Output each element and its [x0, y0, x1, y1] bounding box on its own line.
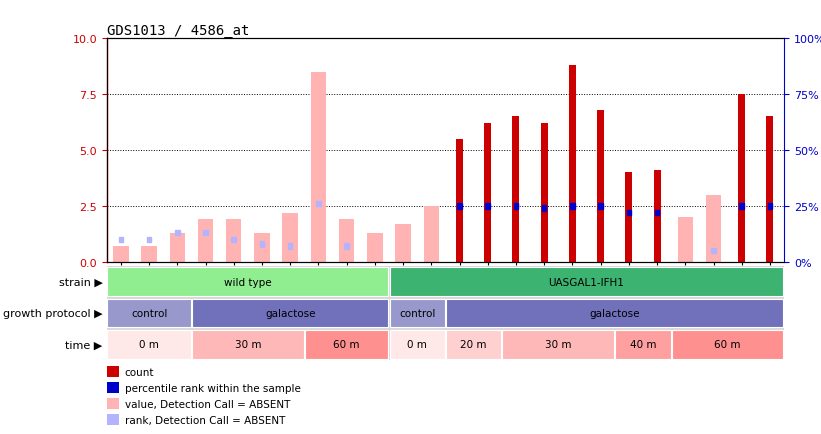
Bar — [597, 110, 604, 262]
Text: 0 m: 0 m — [139, 340, 159, 349]
Bar — [316, 201, 321, 207]
Bar — [654, 171, 661, 262]
Bar — [626, 210, 631, 216]
Bar — [569, 66, 576, 262]
Text: GDS1013 / 4586_at: GDS1013 / 4586_at — [107, 24, 249, 38]
Bar — [395, 224, 410, 262]
Bar — [424, 206, 439, 262]
Text: count: count — [125, 367, 154, 377]
Bar — [113, 247, 129, 262]
Bar — [677, 217, 693, 262]
Bar — [738, 95, 745, 262]
Bar — [288, 244, 292, 249]
Text: 60 m: 60 m — [333, 340, 360, 349]
Bar — [339, 220, 355, 262]
Bar — [198, 220, 213, 262]
Bar — [615, 330, 671, 359]
Bar — [310, 72, 326, 262]
Bar — [502, 330, 614, 359]
Bar — [255, 233, 270, 262]
Bar — [626, 173, 632, 262]
Bar — [655, 210, 659, 216]
Text: strain ▶: strain ▶ — [59, 277, 103, 287]
Bar — [512, 117, 520, 262]
Bar — [108, 268, 388, 296]
Text: value, Detection Call = ABSENT: value, Detection Call = ABSENT — [125, 399, 290, 409]
Bar — [457, 204, 461, 209]
Bar — [767, 117, 773, 262]
Bar — [711, 248, 716, 253]
Text: 30 m: 30 m — [235, 340, 261, 349]
Text: time ▶: time ▶ — [66, 340, 103, 349]
Bar — [389, 330, 445, 359]
Text: galactose: galactose — [265, 309, 315, 318]
Bar — [768, 204, 773, 209]
Bar — [672, 330, 783, 359]
Bar — [282, 213, 298, 262]
Bar — [147, 237, 151, 243]
Bar — [570, 204, 575, 209]
Text: UASGAL1-IFH1: UASGAL1-IFH1 — [548, 277, 625, 287]
Bar — [108, 330, 190, 359]
Text: galactose: galactose — [589, 309, 640, 318]
Bar — [226, 220, 241, 262]
Bar — [389, 299, 445, 328]
Bar — [305, 330, 388, 359]
Bar — [389, 268, 783, 296]
Bar — [456, 139, 463, 262]
Bar — [141, 247, 157, 262]
Bar — [599, 204, 603, 209]
Bar — [204, 230, 208, 236]
Text: 20 m: 20 m — [461, 340, 487, 349]
Bar — [169, 233, 185, 262]
Bar — [192, 299, 388, 328]
Bar — [344, 244, 349, 249]
Bar — [446, 330, 502, 359]
Text: 40 m: 40 m — [630, 340, 656, 349]
Bar — [118, 237, 123, 243]
Bar — [484, 124, 491, 262]
Text: control: control — [399, 309, 435, 318]
Bar — [485, 204, 490, 209]
Bar — [446, 299, 783, 328]
Bar — [541, 124, 548, 262]
Text: growth protocol ▶: growth protocol ▶ — [3, 309, 103, 318]
Text: rank, Detection Call = ABSENT: rank, Detection Call = ABSENT — [125, 415, 285, 425]
Text: 0 m: 0 m — [407, 340, 427, 349]
Bar — [232, 237, 236, 243]
Text: control: control — [131, 309, 167, 318]
Text: percentile rank within the sample: percentile rank within the sample — [125, 383, 300, 393]
Bar — [514, 204, 518, 209]
Bar — [542, 206, 547, 211]
Bar — [108, 299, 190, 328]
Bar — [192, 330, 304, 359]
Text: wild type: wild type — [224, 277, 272, 287]
Bar — [259, 242, 264, 247]
Text: 30 m: 30 m — [545, 340, 571, 349]
Bar — [706, 195, 722, 262]
Text: 60 m: 60 m — [714, 340, 741, 349]
Bar — [740, 204, 744, 209]
Bar — [175, 230, 180, 236]
Bar — [367, 233, 383, 262]
